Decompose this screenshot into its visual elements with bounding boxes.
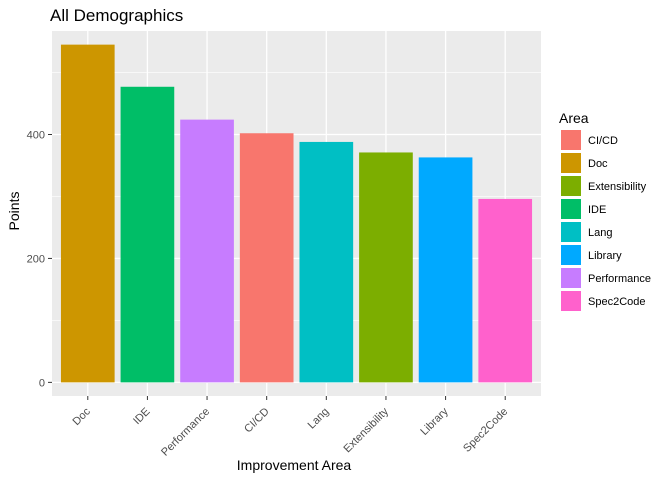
legend-label: Doc — [588, 158, 608, 170]
legend-label: Lang — [588, 227, 612, 239]
legend: Area CI/CD Doc Extensibility IDE Lang Library… — [559, 110, 651, 311]
legend-title: Area — [559, 110, 589, 126]
x-tick-label: Performance — [159, 406, 212, 459]
bar-performance — [180, 119, 234, 383]
legend-label: Library — [588, 250, 622, 262]
x-tick-label: Doc — [71, 405, 94, 428]
y-tick-label: 400 — [27, 129, 45, 141]
y-tick-label: 0 — [39, 377, 45, 389]
x-tick-label: Extensibility — [342, 405, 392, 455]
chart-title: All Demographics — [50, 6, 183, 25]
bar-library — [418, 157, 473, 383]
legend-key-doc — [561, 153, 581, 173]
bar-ide — [120, 86, 175, 383]
bar-lang — [299, 141, 354, 383]
legend-label: Performance — [588, 273, 651, 285]
bar-ci-cd — [239, 133, 294, 383]
legend-key-library — [561, 245, 581, 265]
x-axis-title: Improvement Area — [237, 457, 352, 473]
legend-key-spec2code — [561, 291, 581, 311]
legend-key-extensibility — [561, 176, 581, 196]
legend-label: IDE — [588, 204, 606, 216]
x-tick-label: Lang — [306, 406, 332, 432]
bar-layer — [60, 44, 533, 383]
legend-key-ci-cd — [561, 130, 581, 150]
bar-spec2code — [478, 198, 533, 383]
legend-label: Spec2Code — [588, 296, 646, 308]
y-axis-title: Points — [6, 192, 22, 231]
legend-key-lang — [561, 222, 581, 242]
legend-key-ide — [561, 199, 581, 219]
bar-extensibility — [359, 152, 413, 383]
x-tick-label: IDE — [131, 406, 152, 427]
bar-doc — [60, 44, 115, 383]
legend-key-performance — [561, 268, 581, 288]
x-tick-label: Library — [418, 405, 451, 438]
y-tick-label: 200 — [27, 253, 45, 265]
legend-label: Extensibility — [588, 181, 647, 193]
x-tick-label: Spec2Code — [461, 406, 510, 455]
x-tick-label: CI/CD — [242, 406, 272, 436]
legend-label: CI/CD — [588, 135, 618, 147]
